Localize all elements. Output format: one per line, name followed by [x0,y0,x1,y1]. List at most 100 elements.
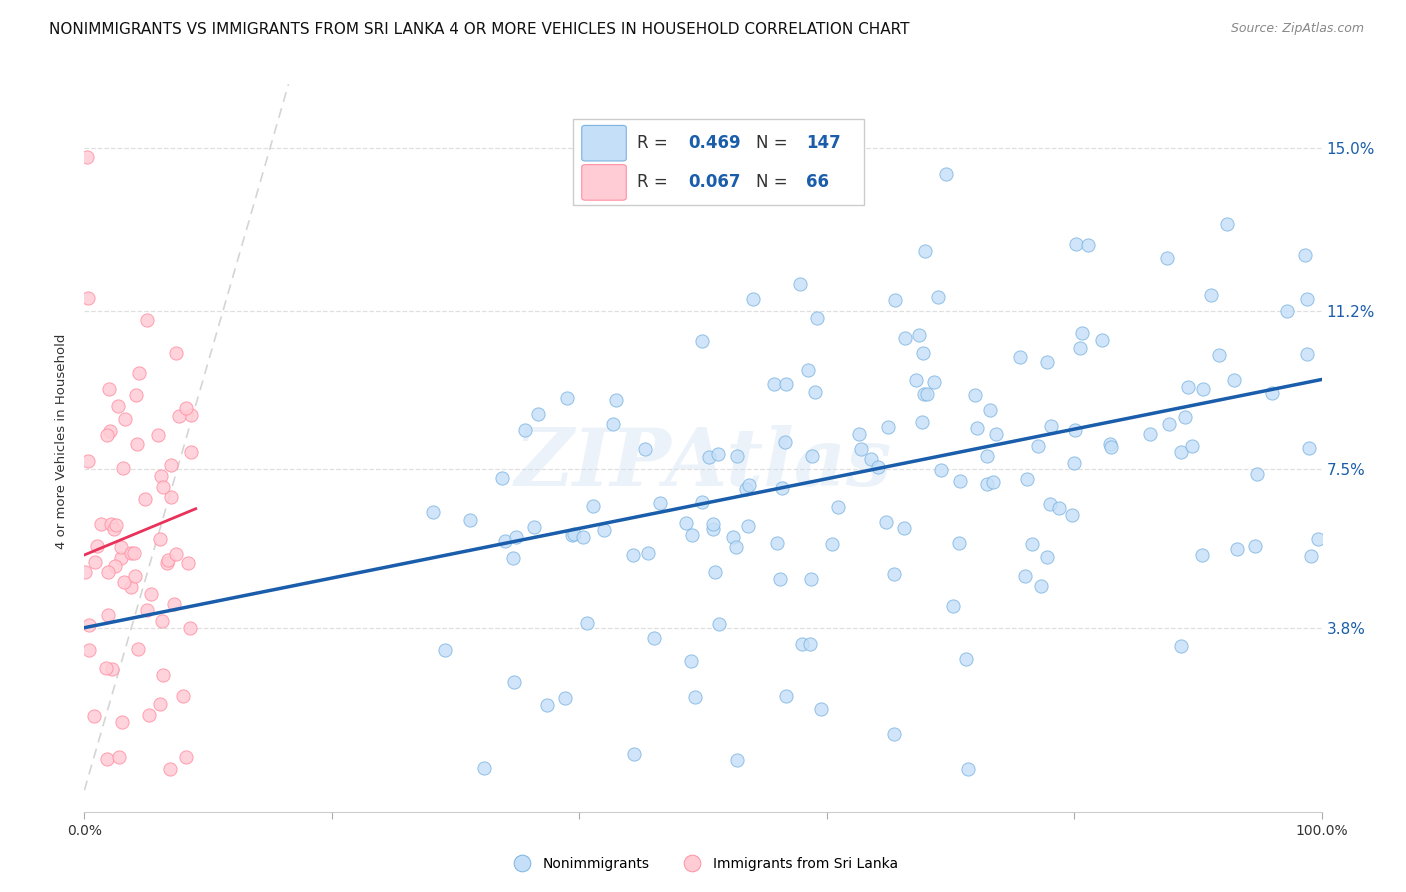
Point [141,586,163,600]
Y-axis label: 4 or more Vehicles in Household: 4 or more Vehicles in Household [55,334,69,549]
Point [104,518,127,533]
Point [735,483,758,497]
Point [97,608,120,623]
Point [702,516,724,531]
Point [848,426,870,441]
Point [572,530,595,544]
Point [792,637,814,651]
Point [73,565,96,579]
Point [100,517,122,532]
Point [83,709,105,723]
Point [177,556,200,570]
Point [77,618,100,632]
Point [643,631,665,645]
Point [605,392,627,407]
Point [893,331,915,345]
Point [107,399,129,413]
Point [803,385,825,400]
Text: 147: 147 [806,134,841,153]
Point [1170,445,1192,459]
Point [150,614,173,628]
Point [884,293,907,308]
Point [1301,549,1323,563]
Point [725,540,748,554]
Point [90,517,112,532]
Point [576,615,599,630]
Point [128,367,150,381]
Point [1021,537,1043,551]
Point [96,428,118,442]
Point [165,346,187,360]
Point [156,556,179,570]
Point [174,401,197,415]
Text: Source: ZipAtlas.com: Source: ZipAtlas.com [1230,22,1364,36]
Point [120,580,142,594]
Point [859,452,882,467]
Point [138,707,160,722]
Point [1246,467,1268,481]
Point [1064,423,1087,437]
Point [103,522,125,536]
Point [111,714,134,729]
Point [1174,409,1197,424]
Point [942,599,965,614]
Point [561,528,583,542]
Point [76,150,98,164]
Point [976,449,998,463]
Point [1060,508,1083,523]
Point [159,762,181,776]
Point [494,533,516,548]
Point [180,445,202,459]
Point [775,377,797,392]
Point [770,481,793,495]
Point [1069,341,1091,355]
Point [827,500,849,515]
Point [434,642,457,657]
Point [491,471,513,485]
Point [766,536,789,550]
Text: ZIPAtlas: ZIPAtlas [515,425,891,502]
Point [86,539,108,553]
Point [104,559,127,574]
Point [949,474,972,488]
Point [775,435,797,450]
Point [799,637,821,651]
Point [1029,578,1052,592]
Point [883,727,905,741]
Point [915,387,938,401]
Point [172,690,194,704]
Point [1275,304,1298,318]
Point [554,690,576,705]
Point [1199,288,1222,302]
Point [422,505,444,519]
Point [1077,238,1099,252]
Point [810,701,832,715]
Point [114,575,136,590]
Point [146,427,169,442]
Point [174,750,197,764]
Point [1040,419,1063,434]
Point [555,392,578,406]
Point [1063,457,1085,471]
Point [1226,541,1249,556]
Point [1010,350,1032,364]
Point [592,523,614,537]
Point [907,328,929,343]
Text: N =: N = [756,173,793,192]
Point [505,530,527,544]
Point [806,310,828,325]
Point [167,409,190,424]
Point [1181,439,1204,453]
Point [515,424,537,438]
Point [877,420,900,434]
Point [582,500,605,514]
Point [681,654,703,668]
FancyBboxPatch shape [582,126,626,161]
Point [703,566,725,580]
Point [984,426,1007,441]
Point [180,408,202,422]
Point [1047,500,1070,515]
Point [156,552,179,566]
Point [124,569,146,583]
Point [935,167,957,181]
